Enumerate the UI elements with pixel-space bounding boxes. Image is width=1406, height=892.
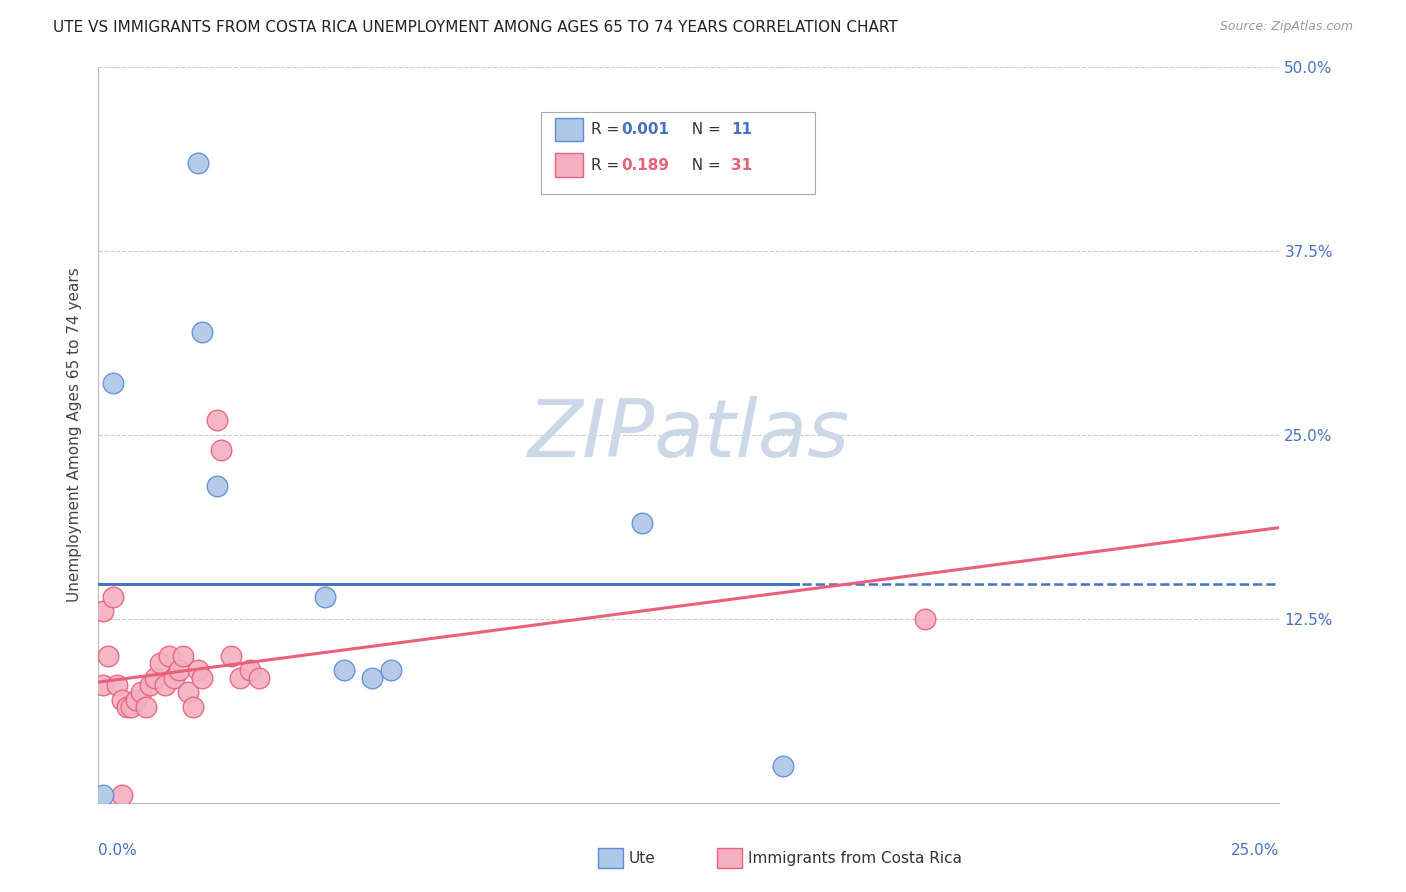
Point xyxy=(239,664,262,678)
Point xyxy=(361,671,384,685)
Text: R =: R = xyxy=(591,158,624,172)
Point xyxy=(111,692,134,706)
Point xyxy=(149,656,172,670)
Text: N =: N = xyxy=(682,158,725,172)
Point xyxy=(247,671,270,685)
Point xyxy=(129,685,152,699)
Point xyxy=(191,325,214,339)
Point xyxy=(105,678,128,692)
Point xyxy=(187,155,209,169)
Text: ZIPatlas: ZIPatlas xyxy=(527,396,851,474)
Point xyxy=(143,671,166,685)
Point xyxy=(772,759,794,773)
Text: N =: N = xyxy=(682,122,725,136)
Point xyxy=(97,648,120,663)
Point xyxy=(191,671,214,685)
Text: 0.0%: 0.0% xyxy=(98,843,138,858)
Point xyxy=(153,678,176,692)
Point xyxy=(630,516,652,530)
Point xyxy=(181,700,204,714)
Point xyxy=(167,664,190,678)
Text: R =: R = xyxy=(591,122,624,136)
Text: Immigrants from Costa Rica: Immigrants from Costa Rica xyxy=(748,851,962,865)
Point xyxy=(101,590,124,604)
Text: Ute: Ute xyxy=(628,851,655,865)
Point xyxy=(139,678,162,692)
Point xyxy=(205,479,228,493)
Point xyxy=(177,685,200,699)
Point xyxy=(125,692,148,706)
Point xyxy=(115,700,138,714)
Text: 0.189: 0.189 xyxy=(621,158,669,172)
Point xyxy=(333,664,356,678)
Point xyxy=(205,413,228,427)
Point xyxy=(157,648,180,663)
Point xyxy=(380,664,402,678)
Point xyxy=(187,664,209,678)
Point xyxy=(91,678,114,692)
Y-axis label: Unemployment Among Ages 65 to 74 years: Unemployment Among Ages 65 to 74 years xyxy=(67,268,83,602)
Text: 0.001: 0.001 xyxy=(621,122,669,136)
Text: 31: 31 xyxy=(731,158,752,172)
Point xyxy=(314,590,336,604)
Point xyxy=(111,789,134,803)
Point xyxy=(219,648,242,663)
Point xyxy=(91,789,114,803)
Point xyxy=(101,376,124,391)
Point xyxy=(229,671,252,685)
Point xyxy=(163,671,186,685)
Text: 11: 11 xyxy=(731,122,752,136)
Point xyxy=(135,700,157,714)
Point xyxy=(914,612,936,626)
Point xyxy=(209,442,232,457)
Point xyxy=(91,605,114,619)
Text: 25.0%: 25.0% xyxy=(1232,843,1279,858)
Text: Source: ZipAtlas.com: Source: ZipAtlas.com xyxy=(1219,20,1353,33)
Text: UTE VS IMMIGRANTS FROM COSTA RICA UNEMPLOYMENT AMONG AGES 65 TO 74 YEARS CORRELA: UTE VS IMMIGRANTS FROM COSTA RICA UNEMPL… xyxy=(53,20,898,35)
Point xyxy=(172,648,194,663)
Point xyxy=(121,700,143,714)
